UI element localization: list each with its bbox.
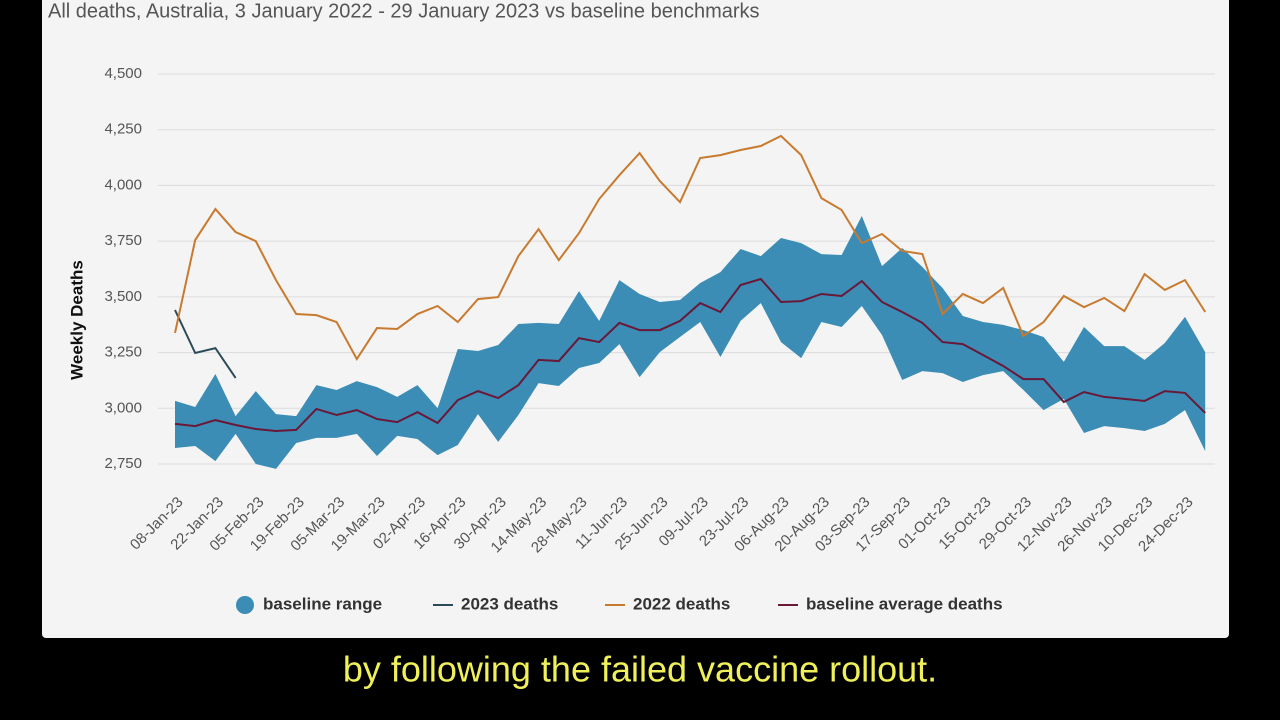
series-line [174, 309, 237, 379]
y-tick-label: 4,000 [104, 176, 142, 193]
chart-title: All deaths, Australia, 3 January 2022 - … [48, 0, 760, 22]
y-tick-label: 3,250 [104, 344, 142, 361]
legend-label: baseline average deaths [806, 594, 1003, 613]
legend-label: baseline range [263, 594, 382, 613]
baseline-band [175, 215, 1206, 469]
y-tick-label: 4,250 [104, 121, 142, 138]
y-tick-label: 3,000 [104, 399, 142, 416]
series-line [174, 134, 1207, 361]
legend-label: 2023 deaths [461, 594, 558, 613]
y-tick-label: 2,750 [104, 455, 142, 472]
legend-label: 2022 deaths [633, 594, 730, 613]
y-tick-label: 4,500 [104, 65, 142, 82]
y-tick-label: 3,750 [104, 232, 142, 249]
series-line [174, 277, 1206, 433]
y-tick-label: 3,500 [104, 288, 142, 305]
caption: by following the failed vaccine rollout. [343, 649, 937, 690]
legend-swatch [236, 596, 254, 614]
y-axis-label: Weekly Deaths [67, 260, 86, 380]
